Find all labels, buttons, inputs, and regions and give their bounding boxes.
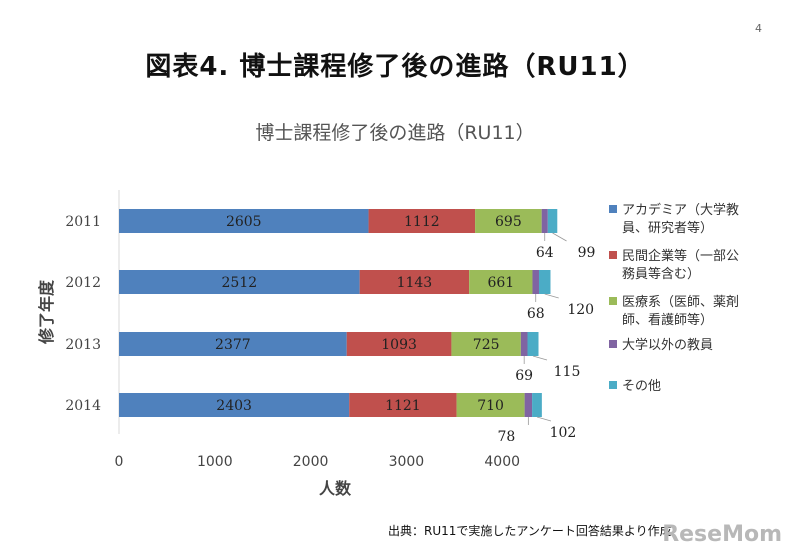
data-label: 710 bbox=[477, 398, 504, 414]
data-label: 2605 bbox=[226, 214, 262, 230]
data-label: 1093 bbox=[381, 337, 417, 353]
bar-segment bbox=[456, 393, 525, 417]
data-label: 2377 bbox=[215, 337, 251, 353]
legend-swatch bbox=[609, 251, 617, 259]
legend-label: 医療系（医師、薬剤師、看護師等） bbox=[622, 294, 739, 328]
data-label-leader bbox=[532, 355, 548, 361]
bar-segment bbox=[368, 209, 476, 233]
data-label: 661 bbox=[487, 275, 514, 291]
bar-segment bbox=[349, 393, 457, 417]
bar-segment bbox=[547, 209, 558, 233]
page-number: 4 bbox=[755, 22, 762, 35]
bar-segment bbox=[527, 332, 539, 356]
data-label: 69 bbox=[515, 368, 533, 384]
watermark-logo: ReseMom bbox=[662, 522, 782, 547]
bar-segment bbox=[119, 332, 347, 356]
y-axis-label: 修了年度 bbox=[37, 279, 56, 345]
bar-segment bbox=[469, 270, 533, 294]
legend-swatch bbox=[609, 297, 617, 305]
legend-label: 大学以外の教員 bbox=[622, 337, 713, 353]
data-label-leader bbox=[552, 232, 567, 242]
data-label: 2512 bbox=[222, 275, 258, 291]
data-label: 64 bbox=[536, 245, 554, 261]
y-tick-label: 2014 bbox=[65, 398, 101, 414]
data-label-leader bbox=[536, 416, 552, 422]
bar-segment bbox=[451, 332, 521, 356]
legend-swatch bbox=[609, 381, 617, 389]
data-label: 78 bbox=[497, 429, 515, 445]
x-tick-label: 4000 bbox=[484, 454, 520, 470]
bar-segment bbox=[475, 209, 542, 233]
bar-segment bbox=[346, 332, 452, 356]
chart-title: 博士課程修了後の進路（RU11） bbox=[255, 122, 535, 144]
source-note: 出典：RU11で実施したアンケート回答結果より作成 bbox=[388, 524, 672, 538]
legend-label: その他 bbox=[622, 379, 661, 394]
data-label: 695 bbox=[495, 214, 522, 230]
bar-segment bbox=[538, 270, 551, 294]
data-label: 68 bbox=[527, 306, 545, 322]
legend-label: 民間企業等（一部公務員等含む） bbox=[622, 248, 739, 282]
data-label-leader bbox=[544, 293, 559, 299]
data-label: 2403 bbox=[216, 398, 252, 414]
bar-segment bbox=[520, 332, 528, 356]
bar-segment bbox=[541, 209, 548, 233]
bar-segment bbox=[532, 393, 542, 417]
bar-segment bbox=[119, 209, 369, 233]
bar-segment bbox=[359, 270, 470, 294]
legend-swatch bbox=[609, 340, 617, 348]
bar-segment bbox=[524, 393, 533, 417]
data-label: 1143 bbox=[397, 275, 433, 291]
bar-segment bbox=[532, 270, 539, 294]
x-tick-label: 3000 bbox=[389, 454, 425, 470]
data-label: 1112 bbox=[404, 214, 440, 230]
y-tick-label: 2011 bbox=[65, 214, 101, 230]
bar-segment bbox=[119, 270, 360, 294]
x-axis-label: 人数 bbox=[319, 479, 352, 498]
y-tick-label: 2012 bbox=[65, 275, 101, 291]
data-label: 1121 bbox=[385, 398, 421, 414]
slide-title: 図表4. 博士課程修了後の進路（RU11） bbox=[145, 52, 645, 82]
y-tick-label: 2013 bbox=[65, 337, 101, 353]
data-label: 120 bbox=[567, 302, 594, 318]
x-tick-label: 1000 bbox=[197, 454, 233, 470]
legend-swatch bbox=[609, 205, 617, 213]
legend-label: アカデミア（大学教員、研究者等） bbox=[622, 202, 739, 236]
x-tick-label: 2000 bbox=[293, 454, 329, 470]
x-tick-label: 0 bbox=[115, 454, 124, 470]
bar-segment bbox=[119, 393, 350, 417]
data-label: 99 bbox=[578, 245, 596, 261]
data-label: 115 bbox=[554, 364, 581, 380]
data-label: 102 bbox=[550, 425, 577, 441]
data-label: 725 bbox=[473, 337, 500, 353]
